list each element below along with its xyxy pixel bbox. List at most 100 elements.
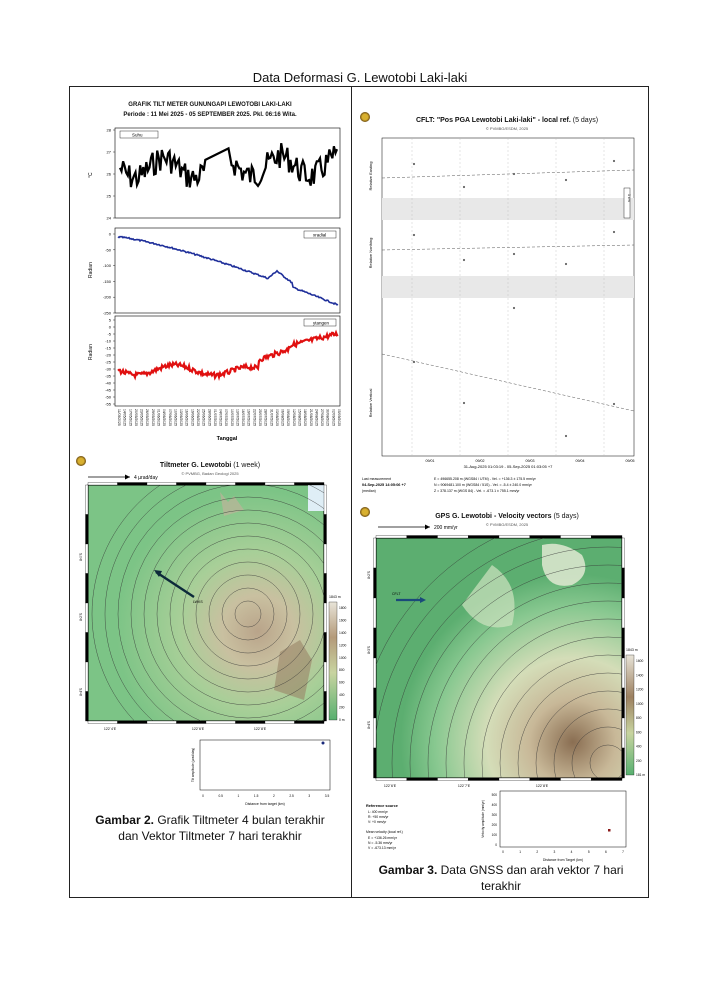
lat-tick-label: 8³2'S: [79, 612, 83, 621]
gps-logo-icon: [360, 507, 370, 517]
frame-segment: [437, 777, 469, 781]
inset-xtick: 0: [502, 850, 504, 854]
lon-tick-label: 122´6'E: [192, 727, 205, 731]
cflt-data-point: [462, 401, 466, 405]
figure-divider: [351, 86, 352, 898]
frame-segment: [146, 720, 177, 724]
tilt-inset: 0 0.5 1 1.5 2 2.5 3 3.5 Distance from target (k…: [191, 739, 331, 806]
cflt-xtick-label: 09/01: [426, 459, 435, 463]
cflt-data-point: [564, 262, 568, 266]
gps-map-title-text: GPS G. Lewotobi - Velocity vectors: [435, 513, 552, 520]
tilt-chart: GRAFIK TILT METER GUNUNGAPI LEWOTOBI LAK…: [70, 98, 350, 448]
cflt-data-point: [462, 258, 466, 262]
cflt-data-point: [412, 162, 416, 166]
suhu-tick-label: 28: [107, 128, 112, 133]
inset-ytick: 200: [492, 823, 498, 827]
colorbar-tick-label: 1600: [339, 618, 347, 622]
tilt-chart-title: GRAFIK TILT METER GUNUNGAPI LEWOTOBI LAK…: [128, 102, 292, 108]
inset-xtick: 0: [202, 794, 204, 798]
suhu-tick-label: 25: [107, 194, 112, 199]
date-tick-label: 28/07/2025: [264, 409, 268, 426]
frame-segment: [621, 597, 625, 629]
frame-segment: [87, 482, 118, 486]
tilt-inset-ylabel: Tilt amplitude (µrad/day): [191, 748, 195, 782]
caption-2-line2: dan Vektor Tiltmeter 7 hari terakhir: [118, 829, 302, 843]
date-tick-label: 16/07/2025: [241, 409, 245, 426]
gps-ref-line-3: V: +0 mm/yr: [368, 820, 387, 824]
distance-ring: [208, 574, 288, 654]
date-tick-label: 30/08/2025: [326, 409, 330, 426]
distance-ring: [130, 496, 324, 721]
frame-segment: [323, 602, 327, 633]
lon-tick-label: 122´7'E: [458, 784, 471, 788]
cflt-xtick-label: 09/03: [526, 459, 535, 463]
frame-segment: [468, 535, 500, 539]
inset-xtick: 2.5: [289, 794, 294, 798]
inset-xtick: 2: [273, 794, 275, 798]
colorbar-tick-label: 800: [636, 716, 642, 720]
distance-ring: [553, 708, 622, 778]
frame-segment: [498, 777, 530, 781]
colorbar-tick-label: 1000: [636, 702, 644, 706]
tilt-map-title: Tiltmeter G. Lewotobi (1 week): [70, 462, 350, 469]
caption-3-line1: Data GNSS dan arah vektor 7 hari: [440, 863, 624, 877]
tilt-map-scale: 4 µrad/day: [134, 475, 158, 481]
suhu-tick-label: 27: [107, 150, 112, 155]
frame-segment: [235, 720, 266, 724]
inset-ytick: 500: [492, 793, 498, 797]
frame-segment: [85, 484, 89, 515]
frame-segment: [146, 482, 177, 486]
colorbar-tick-label: 200: [339, 706, 345, 710]
xradial-tick-label: -250: [103, 311, 112, 316]
inset-ytick: 400: [492, 803, 498, 807]
xradial-tick-label: 0: [109, 232, 112, 237]
cflt-data-point: [612, 230, 616, 234]
inset-xtick: 5: [588, 850, 590, 854]
distance-ring: [221, 587, 275, 641]
date-tick-label: 04/07/2025: [219, 409, 223, 426]
colorbar-tick-label: 0 m: [339, 718, 345, 722]
cflt-ylabel-vertical: Relative Vertical: [368, 389, 373, 418]
frame-segment: [205, 720, 236, 724]
frame-segment: [373, 717, 377, 749]
inset-xtick: 3: [554, 850, 556, 854]
frame-segment: [406, 777, 438, 781]
gps-ref-line-1: L: 400 mm/yr: [368, 810, 389, 814]
frame-segment: [264, 720, 295, 724]
caption-gambar-2: Gambar 2. Grafik Tiltmeter 4 bulan terak…: [72, 812, 348, 844]
frame-segment: [373, 657, 377, 689]
distance-ring: [499, 654, 622, 778]
inset-xtick: 3.5: [325, 794, 330, 798]
gps-ref-header: Reference source: [366, 804, 398, 808]
cflt-data-point: [612, 402, 616, 406]
caption-gambar-3: Gambar 3. Data GNSS dan arah vektor 7 ha…: [354, 862, 648, 894]
frame-segment: [85, 602, 89, 633]
frame-segment: [323, 573, 327, 604]
colorbar-tick-label: 200: [636, 759, 642, 763]
frame-segment: [205, 482, 236, 486]
date-tick-label: 10/06/2025: [173, 409, 177, 426]
frame-segment: [294, 482, 325, 486]
distance-ring: [143, 509, 324, 719]
ytangen-tick-label: -40: [105, 381, 112, 386]
panel-suhu: 28 27 26 25 24 Suhu °C: [88, 128, 341, 221]
gps-mean-header: Mean velocity (local ref.): [366, 830, 403, 834]
gps-mean-line-3: V = -673.13 mm/yr: [368, 846, 397, 850]
frame-segment: [375, 777, 407, 781]
frame-segment: [176, 720, 207, 724]
lat-tick-label: 8³4'S: [79, 687, 83, 696]
date-tick-label: 19/06/2025: [190, 409, 194, 426]
cflt-credit: © PVMBG/ESDM, 2025: [485, 126, 529, 131]
gps-mean-line-1: E = +136.26 mm/yr: [368, 836, 398, 840]
gps-map-scale: 200 mm/yr: [434, 525, 458, 531]
panel-xradial: 0 -50 -100 -150 -200 -250 xradial Radian: [88, 227, 341, 316]
frame-segment: [264, 482, 295, 486]
frame-segment: [621, 627, 625, 659]
date-tick-label: 01/06/2025: [156, 409, 160, 426]
cflt-data-point: [612, 159, 616, 163]
frame-segment: [117, 720, 148, 724]
caption-3-label: Gambar 3.: [378, 863, 438, 877]
colorbar-tick-label: 400: [636, 745, 642, 749]
frame-segment: [498, 535, 530, 539]
distance-ring: [589, 744, 622, 778]
